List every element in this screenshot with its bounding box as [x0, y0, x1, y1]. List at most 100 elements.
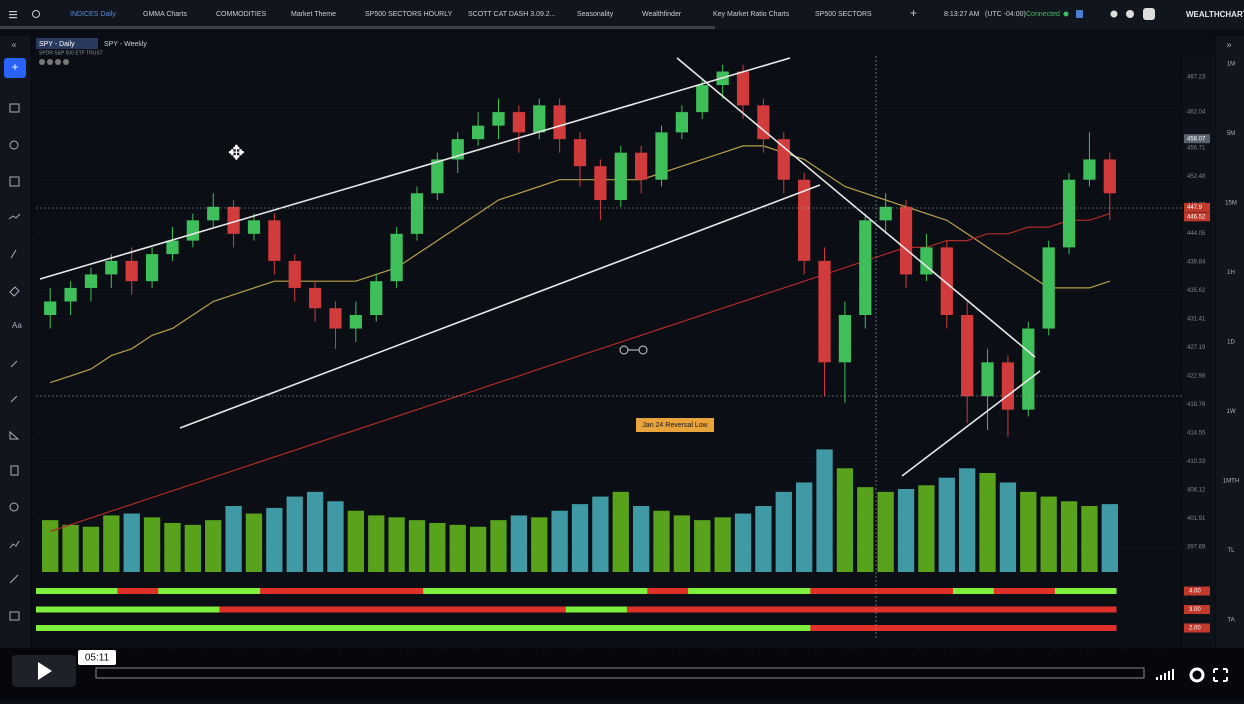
signal-segment — [219, 606, 241, 613]
volume-bar — [531, 517, 548, 572]
y-tick-label: 401.91 — [1187, 516, 1206, 522]
signal-segment — [362, 625, 383, 631]
avatar[interactable] — [1143, 8, 1155, 20]
volume-bar — [857, 487, 874, 572]
tab[interactable]: INDICES Daily — [70, 11, 116, 18]
candle-body — [818, 260, 831, 363]
volume-bar — [327, 501, 344, 572]
tab[interactable]: SP500 SECTORS HOURLY — [365, 11, 453, 18]
tab[interactable]: SCOTT CAT DASH 3.09.2... — [468, 11, 556, 18]
volume-bar — [673, 515, 691, 572]
signal-segment — [769, 606, 791, 613]
signal-segment — [728, 625, 750, 631]
tool-icon[interactable] — [10, 360, 18, 368]
tool-icon[interactable] — [9, 140, 19, 150]
volume-bar — [714, 517, 731, 572]
volume-bar — [1060, 501, 1078, 572]
timeframe[interactable]: 1W — [1227, 409, 1236, 415]
progress-bar[interactable] — [95, 667, 1145, 679]
tool-icon[interactable] — [9, 540, 20, 549]
text-tool[interactable]: Aa — [12, 321, 22, 330]
y-tick-label: 462.04 — [1187, 109, 1206, 115]
signal-segment — [423, 606, 445, 613]
volume-icon[interactable] — [1156, 669, 1174, 680]
chart-tab[interactable] — [36, 38, 98, 49]
signal-segment — [586, 588, 608, 594]
signal-segment — [708, 625, 730, 631]
search-icon[interactable] — [32, 10, 40, 18]
signal-segment — [830, 588, 852, 594]
tab[interactable]: Key Market Ratio Charts — [713, 11, 790, 18]
volume-bar — [408, 520, 426, 572]
signal-segment — [280, 625, 302, 631]
candle-body — [329, 308, 342, 329]
tool-icon[interactable] — [9, 103, 20, 113]
signal-segment — [199, 625, 220, 631]
timeframe[interactable]: 5M — [1227, 131, 1235, 137]
signal-segment — [484, 625, 506, 631]
save-icon[interactable] — [1076, 10, 1083, 18]
collapse[interactable]: » — [1226, 39, 1231, 49]
tab[interactable]: SP500 SECTORS — [815, 11, 872, 18]
timeframe[interactable]: TA — [1227, 618, 1234, 624]
settings-icon[interactable] — [1110, 10, 1118, 18]
add-tab[interactable]: + — [910, 6, 917, 20]
tool-icon[interactable] — [10, 465, 19, 476]
tool-icon[interactable] — [9, 286, 20, 297]
signal-segment — [402, 606, 424, 613]
signal-segment — [504, 588, 526, 594]
fullscreen-button[interactable] — [1213, 668, 1228, 682]
volume-bar — [164, 522, 181, 572]
tab[interactable]: Seasonality — [577, 11, 614, 18]
tool-icon[interactable] — [9, 574, 19, 584]
timezone: (UTC -04:00) — [985, 11, 1026, 18]
signal-segment — [341, 625, 363, 631]
tab[interactable]: Wealthfinder — [642, 11, 682, 18]
tool-icon[interactable] — [10, 249, 17, 259]
tool-icon[interactable] — [10, 395, 18, 403]
candle-body — [145, 254, 159, 282]
tab[interactable]: Market Theme — [291, 11, 336, 18]
signal-segment — [341, 606, 363, 613]
signal-segment — [178, 625, 200, 631]
signal-segment — [851, 588, 872, 594]
signal-segment — [606, 625, 628, 631]
timeframe[interactable]: 1H — [1227, 270, 1235, 276]
candle-body — [940, 247, 953, 315]
tool-icon[interactable] — [9, 430, 20, 440]
volume-bar — [225, 506, 242, 572]
timeframe[interactable]: 1M — [1227, 62, 1235, 68]
volume-bar — [571, 504, 589, 572]
settings-button[interactable] — [1189, 667, 1205, 683]
signal-label: 2.00 — [1189, 626, 1201, 632]
annotation: Jan 24 Reversal Low — [642, 422, 708, 429]
signal-segment — [708, 588, 730, 594]
tool-icon[interactable] — [9, 176, 20, 187]
help-icon[interactable] — [1126, 10, 1134, 18]
candle-body — [105, 260, 118, 275]
volume-bar — [959, 468, 976, 572]
signal-segment — [891, 588, 913, 594]
signal-segment — [871, 588, 893, 594]
signal-segment — [565, 606, 587, 613]
collapse[interactable]: « — [11, 39, 16, 49]
timeframe[interactable]: 15M — [1225, 201, 1237, 207]
menu-icon[interactable] — [9, 11, 17, 19]
signal-segment — [525, 588, 546, 594]
volume-bar — [62, 524, 79, 572]
timeframe[interactable]: TL — [1227, 548, 1235, 554]
y-tick-label: 456.71 — [1187, 145, 1206, 151]
chart-tab-label[interactable]: SPY - Weekly — [104, 41, 147, 48]
signal-segment — [117, 606, 139, 613]
tool-icon[interactable] — [8, 213, 21, 220]
y-tick-label: 452.48 — [1187, 174, 1206, 180]
tab[interactable]: GMMA Charts — [143, 11, 187, 18]
tool-icon[interactable] — [9, 502, 19, 512]
timeframe[interactable]: 1MTH — [1223, 479, 1239, 485]
tab[interactable]: COMMODITIES — [216, 11, 266, 18]
volume-bar — [1101, 504, 1118, 572]
crosshair-tool[interactable] — [4, 58, 26, 78]
timeframe[interactable]: 1D — [1227, 340, 1235, 346]
candle-body — [1103, 159, 1116, 194]
tool-icon[interactable] — [9, 611, 20, 621]
